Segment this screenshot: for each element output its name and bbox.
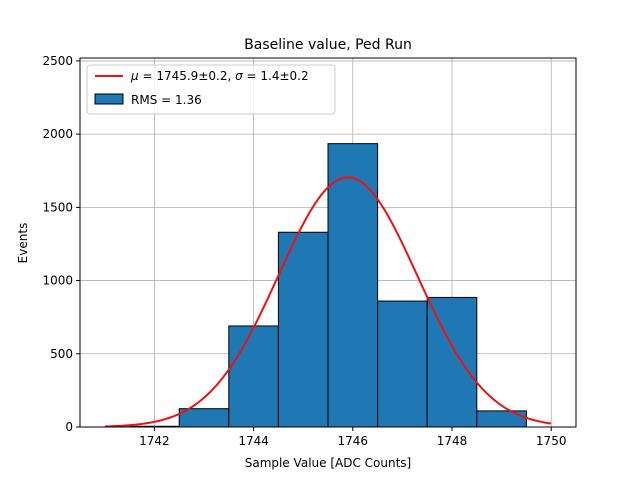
y-axis-ticks: 0 500 1000 1500 2000 2500 (42, 54, 80, 434)
histogram-bar (327, 143, 379, 428)
x-tick-label: 1742 (139, 434, 170, 448)
legend-sigma-value: = 1.4±0.2 (243, 69, 309, 83)
legend: μ = 1745.9±0.2, σ = 1.4±0.2 RMS = 1.36 (86, 64, 336, 115)
y-tick-label: 2000 (42, 127, 73, 141)
histogram-bar (228, 325, 279, 428)
axes-frame (79, 57, 577, 428)
x-axis-label: Sample Value [ADC Counts] (245, 456, 411, 470)
histogram-bar (377, 300, 428, 428)
legend-mu-symbol: μ (130, 69, 139, 83)
x-tick-label: 1744 (238, 434, 269, 448)
x-tick-label: 1746 (338, 434, 369, 448)
y-tick-label: 0 (65, 420, 73, 434)
y-tick-label: 2500 (42, 54, 73, 68)
histogram-bar (277, 231, 329, 428)
histogram-bar (178, 408, 230, 428)
legend-sigma-symbol: σ (235, 69, 243, 83)
legend-box (86, 64, 336, 115)
x-axis-ticks: 1742 1744 1746 1748 1750 (139, 427, 566, 448)
y-tick-label: 1500 (42, 200, 73, 214)
chart-title: Baseline value, Ped Run (244, 37, 412, 53)
y-axis-label: Events (16, 223, 30, 264)
legend-fit-label: μ = 1745.9±0.2, σ = 1.4±0.2 (130, 69, 309, 83)
histogram-bar (476, 410, 527, 428)
y-tick-label: 1000 (42, 274, 73, 288)
y-tick-label: 500 (50, 347, 73, 361)
x-tick-label: 1748 (437, 434, 468, 448)
legend-histogram-swatch (94, 93, 124, 105)
histogram-bar (426, 296, 478, 428)
gaussian-fit-curve (104, 176, 552, 428)
legend-rms-label: RMS = 1.36 (131, 93, 202, 107)
x-tick-label: 1750 (536, 434, 567, 448)
legend-mu-value: = 1745.9±0.2, (139, 69, 235, 83)
